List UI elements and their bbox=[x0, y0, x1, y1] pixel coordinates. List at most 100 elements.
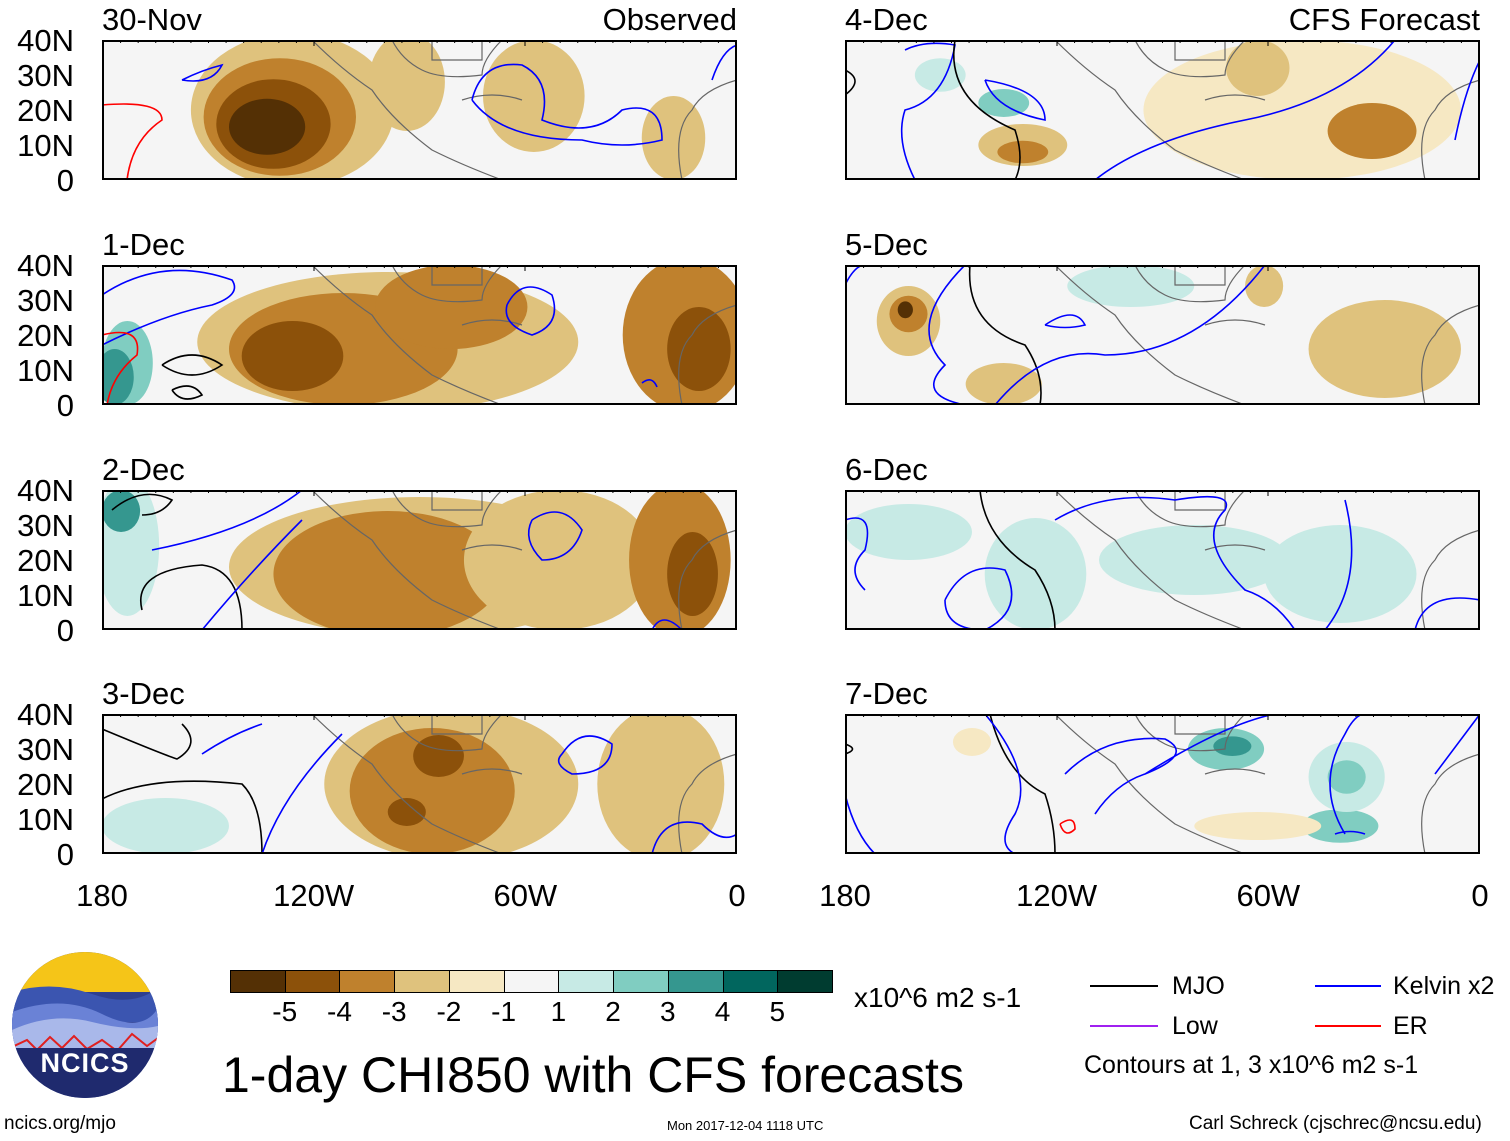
anomaly-shading bbox=[413, 735, 464, 777]
anomaly-shading bbox=[978, 89, 1030, 117]
units-label: x10^6 m2 s-1 bbox=[854, 982, 1022, 1013]
contour-line bbox=[261, 733, 343, 854]
panel-date-label: 30-Nov bbox=[102, 2, 202, 37]
colorbar-tick-label: -4 bbox=[327, 996, 352, 1027]
map-panel-1-Dec bbox=[102, 265, 737, 405]
anomaly-shading bbox=[897, 301, 913, 319]
coastline bbox=[311, 40, 737, 180]
lon-label: 120W bbox=[1016, 878, 1098, 913]
anomaly-shading bbox=[375, 265, 528, 349]
map-panel-4-Dec bbox=[845, 40, 1480, 180]
contour-line bbox=[471, 63, 663, 146]
panel-date-label: 2-Dec bbox=[102, 452, 185, 487]
lat-label: 30N bbox=[17, 283, 74, 318]
legend-label-mjo: MJO bbox=[1172, 972, 1225, 1000]
contour-line bbox=[1094, 40, 1396, 180]
colorbar-swatch bbox=[339, 970, 396, 993]
coastline bbox=[1054, 714, 1480, 854]
contour-line bbox=[102, 269, 236, 346]
lat-label: 20N bbox=[17, 767, 74, 802]
colorbar-tick-label: -1 bbox=[491, 996, 517, 1027]
contour-line bbox=[102, 103, 163, 180]
contour-line bbox=[953, 40, 1021, 180]
colorbar-tick-label: 3 bbox=[660, 996, 676, 1027]
contour-line bbox=[1454, 59, 1480, 141]
contour-line bbox=[1414, 597, 1480, 630]
colorbar-swatch bbox=[722, 970, 779, 993]
lon-label: 0 bbox=[1471, 878, 1489, 913]
lat-label: 20N bbox=[17, 543, 74, 578]
anomaly-shading bbox=[1226, 40, 1290, 96]
colorbar-tick-label: 2 bbox=[605, 996, 621, 1027]
lon-label: 0 bbox=[728, 878, 746, 913]
lat-label: 40N bbox=[17, 697, 74, 732]
contour-line bbox=[984, 79, 1046, 121]
coastline bbox=[311, 265, 737, 405]
anomaly-shading bbox=[1067, 265, 1195, 307]
lat-label: 0 bbox=[56, 837, 74, 872]
lat-label: 10N bbox=[17, 353, 74, 388]
map-panel-6-Dec bbox=[845, 490, 1480, 630]
coastline bbox=[311, 714, 737, 854]
lat-label: 40N bbox=[17, 248, 74, 283]
panel-date-label: 1-Dec bbox=[102, 227, 185, 262]
lat-label: 0 bbox=[56, 388, 74, 423]
colorbar-swatch bbox=[613, 970, 669, 993]
contour-line bbox=[641, 379, 658, 388]
contour-line bbox=[994, 265, 1266, 405]
panel-date-label: 7-Dec bbox=[845, 676, 928, 711]
map-panel-3-Dec bbox=[102, 714, 737, 854]
coastline bbox=[311, 490, 737, 630]
legend-line-mjo bbox=[1090, 985, 1158, 987]
legend-line-er bbox=[1315, 1025, 1381, 1027]
contour-line bbox=[1434, 714, 1480, 775]
url-link[interactable]: ncics.org/mjo bbox=[4, 1113, 116, 1134]
contour-line bbox=[1334, 830, 1366, 835]
figure-title: 1-day CHI850 with CFS forecasts bbox=[222, 1047, 964, 1103]
anomaly-shading bbox=[984, 518, 1087, 630]
legend-label-kelvin: Kelvin x2 bbox=[1393, 972, 1495, 1000]
lat-label: 20N bbox=[17, 318, 74, 353]
anomaly-shading bbox=[667, 307, 731, 391]
map-panel-7-Dec bbox=[845, 714, 1480, 854]
anomaly-shading bbox=[1327, 103, 1417, 159]
anomaly-shading bbox=[1213, 736, 1252, 756]
lon-label: 180 bbox=[76, 878, 128, 913]
contour-line bbox=[1064, 714, 1276, 815]
anomaly-shading bbox=[1327, 760, 1366, 794]
colorbar-swatch bbox=[230, 970, 286, 993]
observed-label: Observed bbox=[602, 2, 737, 37]
anomaly-shading bbox=[102, 490, 141, 532]
contour-line bbox=[651, 619, 683, 630]
anomaly-shading bbox=[241, 321, 344, 391]
contour-line bbox=[711, 44, 737, 81]
colorbar-tick-label: 4 bbox=[714, 996, 731, 1027]
anomaly-shading bbox=[914, 58, 966, 92]
anomaly-shading bbox=[1194, 812, 1322, 840]
lat-label: 0 bbox=[56, 613, 74, 648]
contour-line bbox=[1044, 314, 1087, 329]
legend-line-low bbox=[1090, 1025, 1158, 1027]
contour-line bbox=[900, 42, 956, 180]
lon-label: 180 bbox=[819, 878, 871, 913]
lat-label: 10N bbox=[17, 802, 74, 837]
lat-label: 0 bbox=[56, 163, 74, 198]
lat-label: 30N bbox=[17, 732, 74, 767]
anomaly-shading bbox=[229, 98, 306, 155]
contour-line bbox=[201, 723, 263, 755]
colorbar-swatch bbox=[558, 970, 615, 993]
lon-label: 60W bbox=[493, 878, 558, 913]
legend-label-er: ER bbox=[1393, 1012, 1428, 1040]
contour-line bbox=[102, 331, 139, 405]
contour-line bbox=[845, 517, 869, 591]
coastline bbox=[1054, 265, 1480, 405]
legend-line-kelvin bbox=[1315, 985, 1381, 987]
contour-line bbox=[928, 265, 966, 405]
lon-label: 60W bbox=[1236, 878, 1301, 913]
contour-line bbox=[1054, 495, 1296, 630]
lat-label: 10N bbox=[17, 128, 74, 163]
lat-label: 30N bbox=[17, 508, 74, 543]
contour-line bbox=[968, 265, 1042, 405]
timestamp: Mon 2017-12-04 1118 UTC bbox=[667, 1118, 824, 1133]
contour-line bbox=[1329, 714, 1366, 835]
